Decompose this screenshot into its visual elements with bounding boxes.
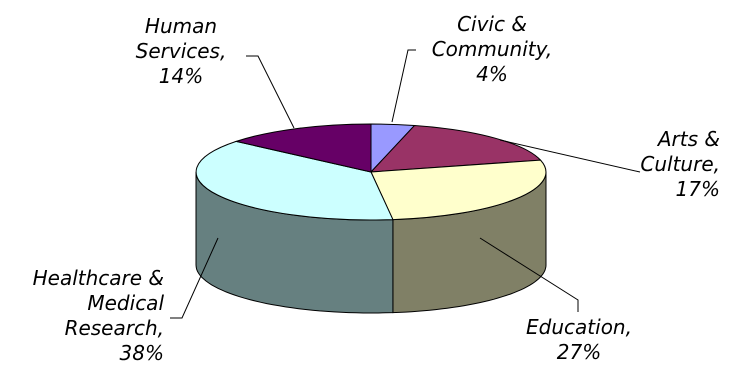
pie-slice-healthcare-medical-research [195, 140, 394, 221]
label-education: Education, 27% [526, 315, 632, 364]
pie-slice-human-services [234, 123, 372, 173]
pie-slice-education [370, 159, 547, 221]
leader-lines [170, 49, 641, 319]
leader-arts-culture [499, 139, 641, 173]
pie-top [195, 123, 547, 221]
label-human-services: Human Services, 14% [135, 14, 227, 88]
pie-slice-arts-culture [369, 124, 542, 173]
leader-education [479, 237, 579, 312]
label-healthcare: Healthcare & Medical Research, 38% [32, 266, 164, 365]
label-arts-culture: Arts & Culture, 17% [640, 127, 720, 201]
leader-civic-community [391, 49, 416, 123]
leader-human-services [246, 55, 295, 129]
pie-sides [195, 171, 547, 314]
leader-healthcare [170, 237, 219, 319]
label-civic-community: Civic & Community, 4% [431, 12, 553, 86]
